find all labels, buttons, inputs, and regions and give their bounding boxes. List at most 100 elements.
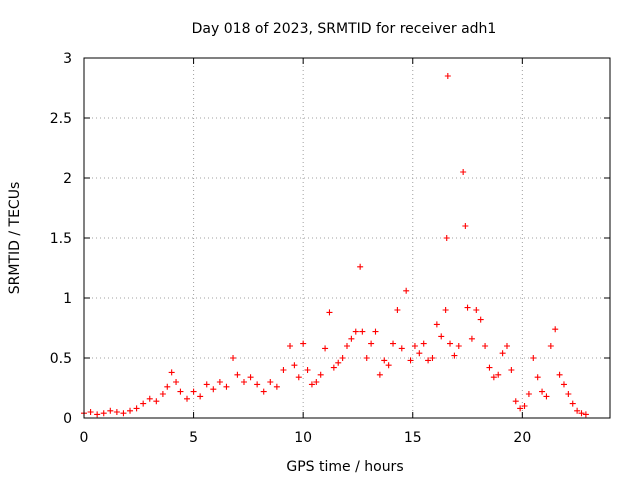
data-point — [556, 371, 563, 378]
data-point — [508, 367, 515, 373]
data-point — [313, 379, 320, 385]
data-point — [247, 374, 254, 381]
data-point — [411, 343, 418, 349]
data-point — [184, 395, 191, 402]
data-points — [81, 73, 589, 418]
data-point — [308, 381, 315, 388]
data-point — [230, 355, 237, 361]
data-point — [159, 391, 166, 397]
data-point — [335, 359, 342, 366]
plot-frame — [83, 57, 611, 419]
x-axis-label: GPS time / hours — [286, 459, 403, 475]
data-point — [381, 357, 388, 364]
data-point — [403, 287, 410, 294]
data-point — [451, 352, 458, 359]
data-point — [107, 407, 114, 414]
data-point — [197, 393, 204, 400]
data-point — [216, 379, 223, 385]
data-point — [273, 383, 280, 390]
data-point — [390, 340, 397, 347]
y-tick-label: 0.5 — [50, 351, 72, 367]
data-point — [503, 343, 510, 349]
data-point — [444, 73, 451, 79]
data-point — [543, 393, 550, 400]
data-point — [574, 407, 581, 414]
data-point — [359, 328, 366, 335]
data-point — [291, 362, 298, 369]
data-point — [322, 345, 329, 352]
data-point — [517, 405, 524, 412]
data-point — [416, 350, 423, 357]
data-point — [443, 235, 450, 241]
data-point — [177, 388, 184, 395]
y-axis-label: SRMTID / TECUs — [7, 182, 23, 295]
data-point — [530, 355, 537, 361]
data-point — [560, 381, 567, 388]
y-tick-label: 2 — [63, 171, 72, 187]
data-point — [521, 403, 528, 409]
data-point — [240, 379, 247, 385]
data-point — [473, 307, 480, 313]
data-point — [486, 364, 493, 371]
data-point — [287, 343, 294, 349]
data-point — [100, 410, 107, 417]
x-tick-label: 15 — [404, 430, 422, 446]
data-point — [407, 357, 414, 364]
data-point — [363, 355, 370, 361]
data-point — [133, 405, 140, 412]
data-point — [565, 391, 572, 397]
data-point — [304, 367, 311, 373]
data-point — [460, 169, 467, 175]
data-point — [280, 367, 287, 373]
data-point — [190, 388, 197, 395]
data-point — [295, 374, 302, 381]
data-point — [173, 379, 180, 385]
data-point — [552, 326, 559, 333]
data-point — [330, 364, 337, 371]
data-point — [127, 407, 134, 414]
y-tick-label: 1 — [63, 291, 72, 307]
data-point — [344, 343, 350, 349]
data-point — [569, 400, 576, 407]
data-point — [223, 383, 230, 390]
data-point — [534, 374, 541, 381]
x-tick-label: 0 — [80, 430, 89, 446]
y-tick-label: 2.5 — [50, 111, 72, 127]
data-point — [495, 371, 502, 378]
data-point — [482, 343, 489, 349]
data-point — [146, 395, 153, 402]
data-point — [317, 371, 324, 378]
data-point — [420, 340, 427, 347]
data-point — [113, 409, 120, 415]
data-point — [429, 355, 436, 361]
data-point — [87, 409, 94, 415]
data-point — [582, 411, 589, 418]
data-point — [547, 343, 554, 349]
data-point — [539, 388, 546, 395]
data-point — [578, 410, 585, 417]
data-point — [203, 381, 210, 388]
data-point — [490, 374, 497, 381]
data-point — [140, 400, 147, 407]
data-point — [447, 340, 454, 347]
data-point — [300, 340, 307, 347]
chart-title: Day 018 of 2023, SRMTID for receiver adh… — [192, 21, 497, 37]
data-point — [120, 410, 127, 417]
data-point — [267, 379, 274, 385]
data-point — [394, 307, 401, 313]
data-point — [260, 388, 267, 395]
data-point — [462, 223, 469, 229]
data-point — [525, 391, 532, 397]
data-point — [339, 355, 346, 361]
data-point — [438, 333, 445, 340]
data-point — [94, 411, 101, 418]
data-point — [376, 371, 383, 378]
data-point — [368, 340, 375, 347]
x-tick-label: 20 — [513, 430, 531, 446]
data-point — [433, 321, 440, 328]
data-point — [254, 381, 261, 388]
data-point — [468, 335, 475, 342]
x-tick-label: 10 — [294, 430, 312, 446]
